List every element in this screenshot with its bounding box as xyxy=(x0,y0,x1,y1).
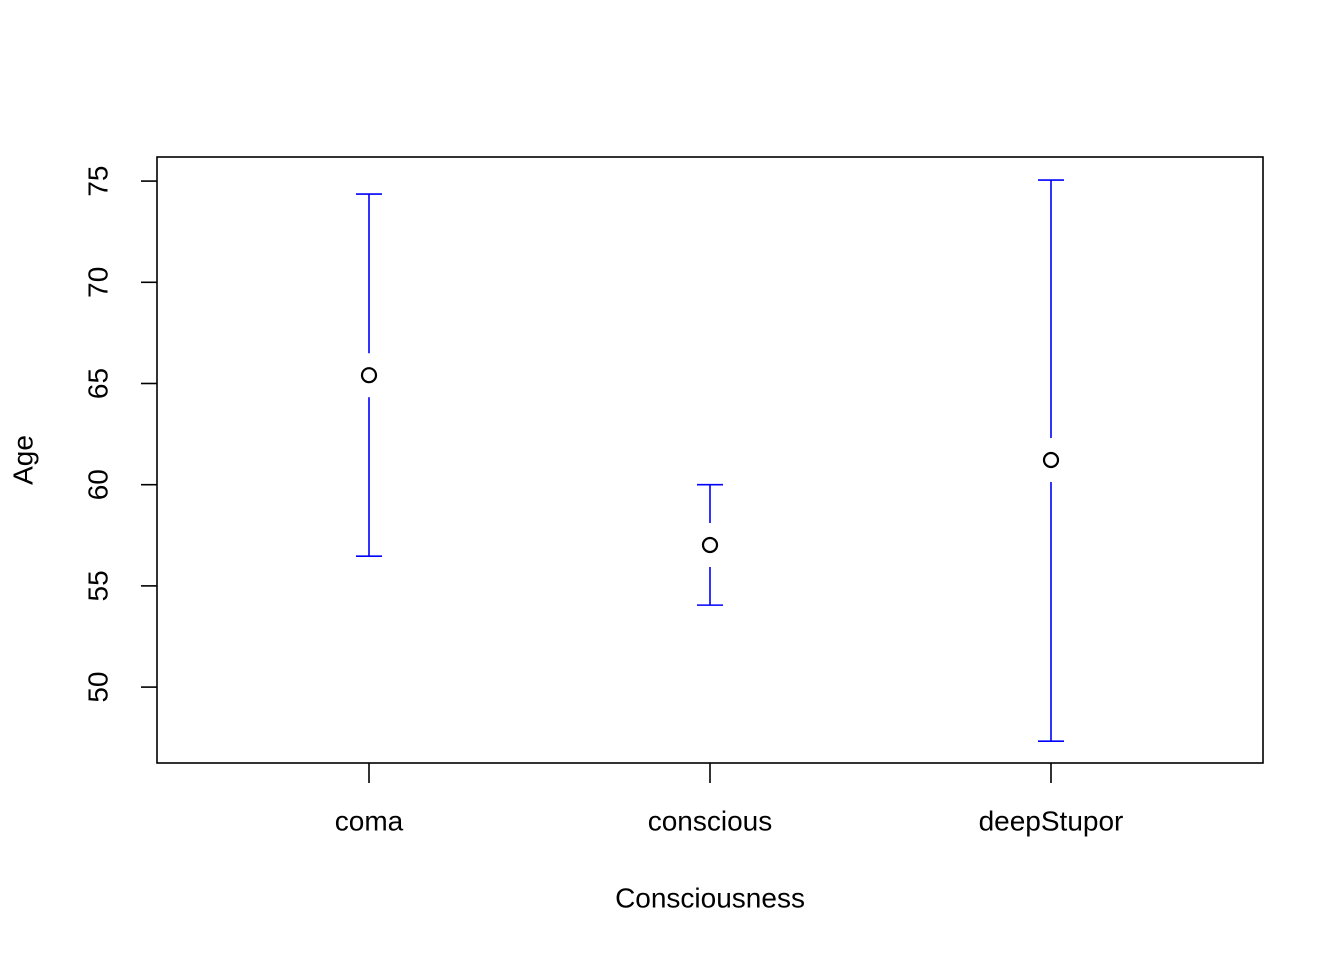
mean-point xyxy=(360,367,378,384)
y-tick-label: 60 xyxy=(82,469,113,500)
y-tick-label: 70 xyxy=(82,267,113,298)
error-bar xyxy=(1038,179,1064,742)
error-bar xyxy=(356,193,382,557)
y-tick-label: 55 xyxy=(82,570,113,601)
mean-point xyxy=(1042,451,1060,469)
x-tick-label: coma xyxy=(335,805,404,836)
y-tick-label: 50 xyxy=(82,672,113,703)
mean-point xyxy=(701,536,719,554)
y-tick-label: 65 xyxy=(82,368,113,399)
x-tick-label: conscious xyxy=(648,805,773,836)
error-bar xyxy=(697,483,723,606)
y-tick-label: 75 xyxy=(82,166,113,197)
plot-frame xyxy=(156,156,1264,764)
y-axis-title: Age xyxy=(7,435,38,485)
x-axis-title: Consciousness xyxy=(615,882,805,913)
x-tick-label: deepStupor xyxy=(979,805,1124,836)
